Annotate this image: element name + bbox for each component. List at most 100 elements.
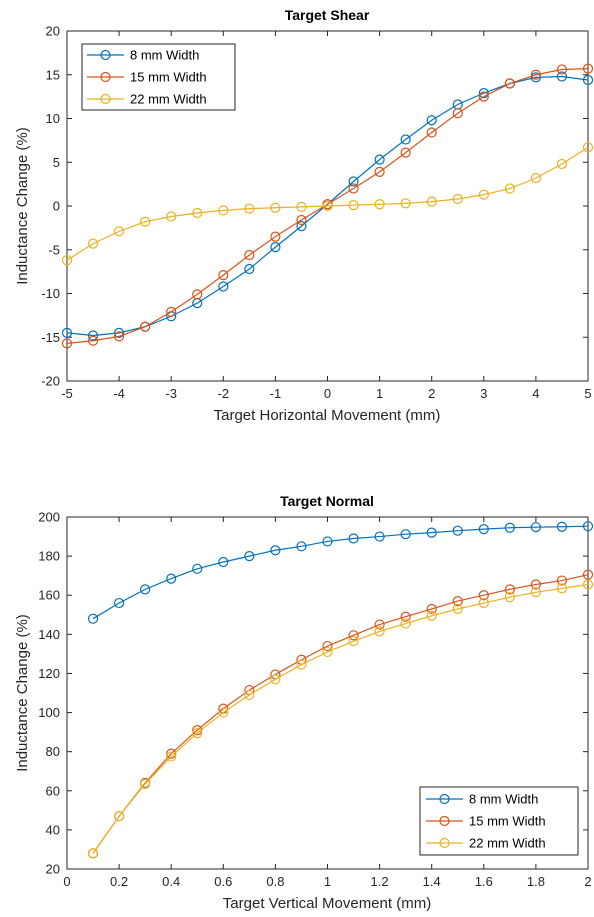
data-point	[113, 597, 125, 609]
data-point	[426, 603, 437, 615]
data-point	[140, 778, 151, 790]
y-tick-label: -10	[41, 286, 60, 301]
y-axis: -20 -15 -10 -5 0 5 10 15 20	[41, 24, 588, 389]
y-tick-label: 40	[46, 822, 60, 837]
x-axis-label: Target Horizontal Movement (mm)	[214, 407, 441, 424]
data-point	[113, 327, 125, 338]
data-point	[61, 338, 73, 349]
data-point	[244, 203, 255, 214]
x-tick-label: 1.4	[423, 874, 441, 889]
data-point	[322, 536, 333, 547]
data-point	[348, 533, 359, 544]
series-layer	[61, 63, 594, 349]
data-point	[113, 331, 125, 342]
y-tick-label: -15	[41, 330, 60, 345]
data-point	[452, 595, 463, 607]
series-line	[66, 146, 589, 261]
legend-label: 15 mm Width	[130, 70, 207, 85]
data-point	[244, 249, 255, 261]
y-tick-label: 60	[46, 783, 60, 798]
x-tick-label: -4	[113, 386, 125, 401]
data-point	[582, 74, 594, 86]
y-axis-label: Inductance Change (%)	[14, 127, 31, 285]
data-point	[166, 573, 177, 584]
data-point	[296, 659, 307, 670]
data-point	[374, 619, 385, 630]
y-tick-label: -5	[48, 242, 60, 257]
data-point	[426, 196, 437, 207]
x-tick-label: 0.6	[214, 874, 232, 889]
x-tick-label: 2	[428, 386, 435, 401]
data-point	[504, 78, 515, 89]
y-axis-label: Inductance Change (%)	[14, 614, 31, 772]
y-tick-label: 120	[38, 666, 60, 681]
x-tick-label: 1.2	[371, 874, 389, 889]
data-point	[556, 583, 568, 594]
data-point	[61, 327, 73, 338]
series-1	[87, 521, 594, 624]
data-point	[348, 630, 359, 641]
data-point	[87, 848, 99, 859]
data-point	[400, 198, 411, 209]
x-tick-label: 5	[584, 386, 591, 401]
data-point	[582, 579, 594, 590]
data-point	[530, 69, 542, 80]
data-point	[556, 64, 568, 75]
data-point	[348, 183, 359, 194]
data-point	[244, 551, 255, 562]
legend-label: 8 mm Width	[130, 48, 199, 63]
data-point	[400, 134, 411, 145]
data-point	[478, 524, 489, 535]
x-tick-label: 0.4	[162, 874, 180, 889]
y-tick-label: 20	[46, 24, 60, 39]
data-point	[504, 592, 515, 603]
data-point	[582, 569, 594, 580]
data-point	[530, 579, 542, 590]
data-point	[452, 193, 463, 205]
x-tick-label: 0.8	[266, 874, 284, 889]
data-point	[218, 556, 229, 568]
data-point	[400, 618, 411, 629]
y-tick-label: 140	[38, 627, 60, 642]
data-point	[426, 115, 437, 126]
data-point	[530, 522, 542, 533]
data-point	[374, 166, 385, 177]
x-axis: -5 -4 -3 -2 -1 0 1 2 3 4 5	[61, 31, 592, 401]
data-point	[192, 289, 203, 300]
data-point	[296, 201, 307, 212]
data-point	[244, 689, 255, 701]
x-tick-label: 1	[376, 386, 383, 401]
legend: 8 mm Width 15 mm Width 22 mm Width	[81, 43, 236, 111]
x-tick-label: 0	[324, 386, 331, 401]
data-point	[218, 205, 229, 216]
chart-target-normal: Target Normal 0 0.2 0.4 0.6 0.8 1 1.2 1.4 1.6 1.8…	[14, 493, 594, 912]
x-tick-label: 0.2	[110, 874, 128, 889]
x-tick-label: 1.8	[527, 874, 545, 889]
legend-entry: 8 mm Width	[426, 792, 538, 807]
data-point	[87, 330, 99, 341]
y-tick-label: 20	[46, 862, 60, 877]
data-point	[556, 158, 568, 170]
data-point	[87, 613, 99, 624]
x-axis: 0 0.2 0.4 0.6 0.8 1 1.2 1.4 1.6 1.8 2	[63, 517, 592, 889]
data-point	[166, 748, 177, 759]
data-point	[270, 674, 281, 685]
data-point	[296, 221, 307, 232]
legend-entry: 22 mm Width	[426, 836, 546, 851]
data-point	[374, 154, 385, 165]
data-point	[400, 611, 411, 622]
data-point	[374, 531, 385, 542]
x-tick-label: 1	[324, 874, 331, 889]
data-point	[504, 522, 515, 533]
legend-label: 8 mm Width	[469, 792, 538, 807]
data-point	[530, 172, 542, 184]
legend-entry: 15 mm Width	[426, 814, 546, 829]
y-tick-label: 10	[46, 111, 60, 126]
data-point	[296, 214, 307, 226]
data-point	[478, 91, 489, 102]
series-3	[87, 579, 594, 859]
x-tick-label: -3	[165, 386, 177, 401]
data-point	[452, 108, 463, 119]
data-point	[322, 640, 333, 652]
